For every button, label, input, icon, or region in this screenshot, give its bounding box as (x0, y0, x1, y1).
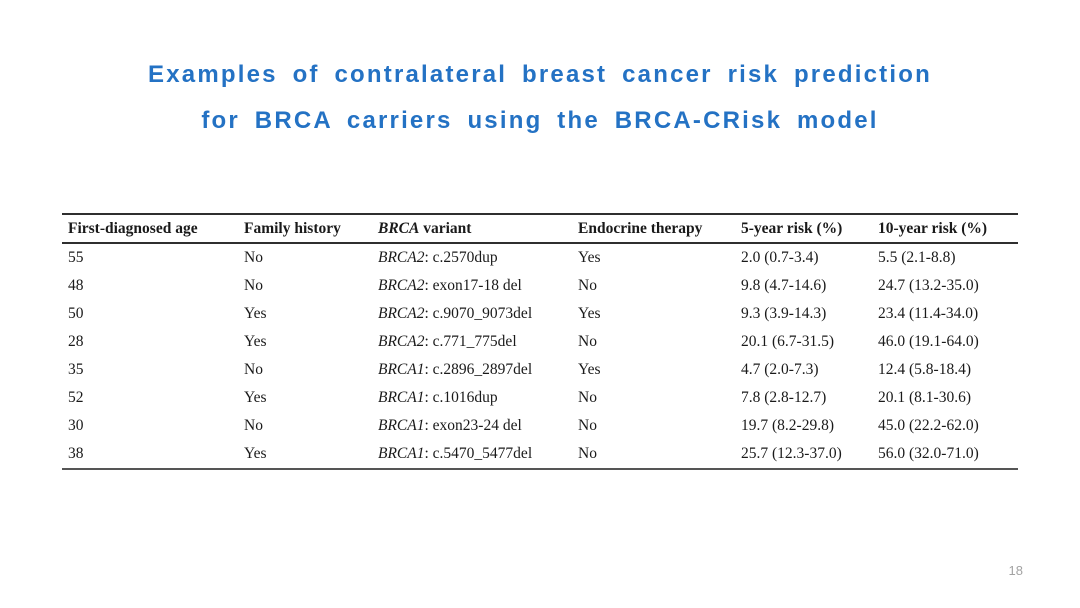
table-row: 30 No BRCA1: exon23-24 del No 19.7 (8.2-… (62, 412, 1018, 440)
cell-family-history: No (244, 277, 263, 294)
cell-risk-5yr: 25.7 (12.3-37.0) (741, 445, 842, 462)
col-header-endocrine-therapy: Endocrine therapy (572, 214, 735, 244)
cell-risk-10yr: 12.4 (5.8-18.4) (878, 361, 971, 378)
table-header-row: First-diagnosed age Family history BRCA … (62, 214, 1018, 244)
cell-age: 52 (68, 389, 84, 406)
variant-detail: : c.2570dup (424, 249, 498, 266)
cell-risk-5yr: 9.8 (4.7-14.6) (741, 277, 827, 294)
cell-brca-variant: BRCA2: exon17-18 del (372, 272, 572, 300)
cell-risk-10yr: 23.4 (11.4-34.0) (878, 305, 979, 322)
cell-brca-variant: BRCA1: exon23-24 del (372, 412, 572, 440)
gene-name: BRCA2 (378, 277, 425, 294)
title-line-1: Examples of contralateral breast cancer … (148, 61, 932, 88)
cell-risk-5yr: 7.8 (2.8-12.7) (741, 389, 827, 406)
table-row: 50 Yes BRCA2: c.9070_9073del Yes 9.3 (3.… (62, 300, 1018, 328)
cell-endocrine-therapy: No (578, 445, 597, 462)
cell-risk-10yr: 24.7 (13.2-35.0) (878, 277, 979, 294)
cell-family-history: No (244, 361, 263, 378)
cell-risk-10yr: 20.1 (8.1-30.6) (878, 389, 971, 406)
table-row: 55 No BRCA2: c.2570dup Yes 2.0 (0.7-3.4)… (62, 243, 1018, 272)
cell-risk-5yr: 9.3 (3.9-14.3) (741, 305, 827, 322)
cell-risk-10yr: 5.5 (2.1-8.8) (878, 249, 956, 266)
col-header-10-year-risk: 10-year risk (%) (872, 214, 1018, 244)
col-header-first-diagnosed-age: First-diagnosed age (62, 214, 238, 244)
col-header-5-year-risk: 5-year risk (%) (735, 214, 872, 244)
cell-risk-5yr: 20.1 (6.7-31.5) (741, 333, 834, 350)
cell-risk-10yr: 46.0 (19.1-64.0) (878, 333, 979, 350)
table-row: 28 Yes BRCA2: c.771_775del No 20.1 (6.7-… (62, 328, 1018, 356)
page-number: 18 (1008, 563, 1023, 578)
slide-title: Examples of contralateral breast cancer … (0, 52, 1080, 144)
variant-detail: : c.771_775del (424, 333, 517, 350)
cell-endocrine-therapy: No (578, 333, 597, 350)
gene-name: BRCA1 (378, 389, 425, 406)
cell-age: 50 (68, 305, 84, 322)
cell-brca-variant: BRCA1: c.1016dup (372, 384, 572, 412)
cell-brca-variant: BRCA1: c.5470_5477del (372, 440, 572, 469)
variant-detail: : c.2896_2897del (424, 361, 533, 378)
cell-brca-variant: BRCA1: c.2896_2897del (372, 356, 572, 384)
cell-family-history: No (244, 249, 263, 266)
col-header-brca-variant: BRCA variant (372, 214, 572, 244)
cell-endocrine-therapy: No (578, 277, 597, 294)
variant-detail: : c.1016dup (424, 389, 498, 406)
cell-brca-variant: BRCA2: c.9070_9073del (372, 300, 572, 328)
cell-age: 30 (68, 417, 84, 434)
cell-family-history: Yes (244, 445, 267, 462)
risk-prediction-table: First-diagnosed age Family history BRCA … (62, 213, 1018, 470)
col-header-family-history: Family history (238, 214, 372, 244)
gene-name: BRCA2 (378, 333, 425, 350)
variant-detail: : c.5470_5477del (424, 445, 533, 462)
table-row: 52 Yes BRCA1: c.1016dup No 7.8 (2.8-12.7… (62, 384, 1018, 412)
variant-label: variant (419, 219, 472, 237)
title-line-2: for BRCA carriers using the BRCA-CRisk m… (201, 107, 879, 134)
cell-risk-5yr: 4.7 (2.0-7.3) (741, 361, 819, 378)
brca-gene-italic: BRCA (378, 219, 420, 237)
table-row: 35 No BRCA1: c.2896_2897del Yes 4.7 (2.0… (62, 356, 1018, 384)
cell-age: 35 (68, 361, 84, 378)
cell-brca-variant: BRCA2: c.2570dup (372, 243, 572, 272)
cell-family-history: Yes (244, 305, 267, 322)
cell-age: 38 (68, 445, 84, 462)
cell-endocrine-therapy: No (578, 389, 597, 406)
cell-family-history: No (244, 417, 263, 434)
variant-detail: : c.9070_9073del (424, 305, 533, 322)
cell-endocrine-therapy: Yes (578, 249, 601, 266)
gene-name: BRCA1 (378, 361, 425, 378)
variant-detail: : exon23-24 del (424, 417, 522, 434)
gene-name: BRCA1 (378, 445, 425, 462)
gene-name: BRCA2 (378, 249, 425, 266)
cell-risk-5yr: 2.0 (0.7-3.4) (741, 249, 819, 266)
cell-age: 55 (68, 249, 84, 266)
cell-risk-5yr: 19.7 (8.2-29.8) (741, 417, 834, 434)
table-row: 38 Yes BRCA1: c.5470_5477del No 25.7 (12… (62, 440, 1018, 469)
cell-risk-10yr: 56.0 (32.0-71.0) (878, 445, 979, 462)
variant-detail: : exon17-18 del (424, 277, 522, 294)
cell-endocrine-therapy: Yes (578, 361, 601, 378)
cell-brca-variant: BRCA2: c.771_775del (372, 328, 572, 356)
cell-family-history: Yes (244, 389, 267, 406)
gene-name: BRCA1 (378, 417, 425, 434)
cell-age: 28 (68, 333, 84, 350)
cell-family-history: Yes (244, 333, 267, 350)
table-row: 48 No BRCA2: exon17-18 del No 9.8 (4.7-1… (62, 272, 1018, 300)
cell-age: 48 (68, 277, 84, 294)
gene-name: BRCA2 (378, 305, 425, 322)
cell-endocrine-therapy: Yes (578, 305, 601, 322)
cell-endocrine-therapy: No (578, 417, 597, 434)
cell-risk-10yr: 45.0 (22.2-62.0) (878, 417, 979, 434)
